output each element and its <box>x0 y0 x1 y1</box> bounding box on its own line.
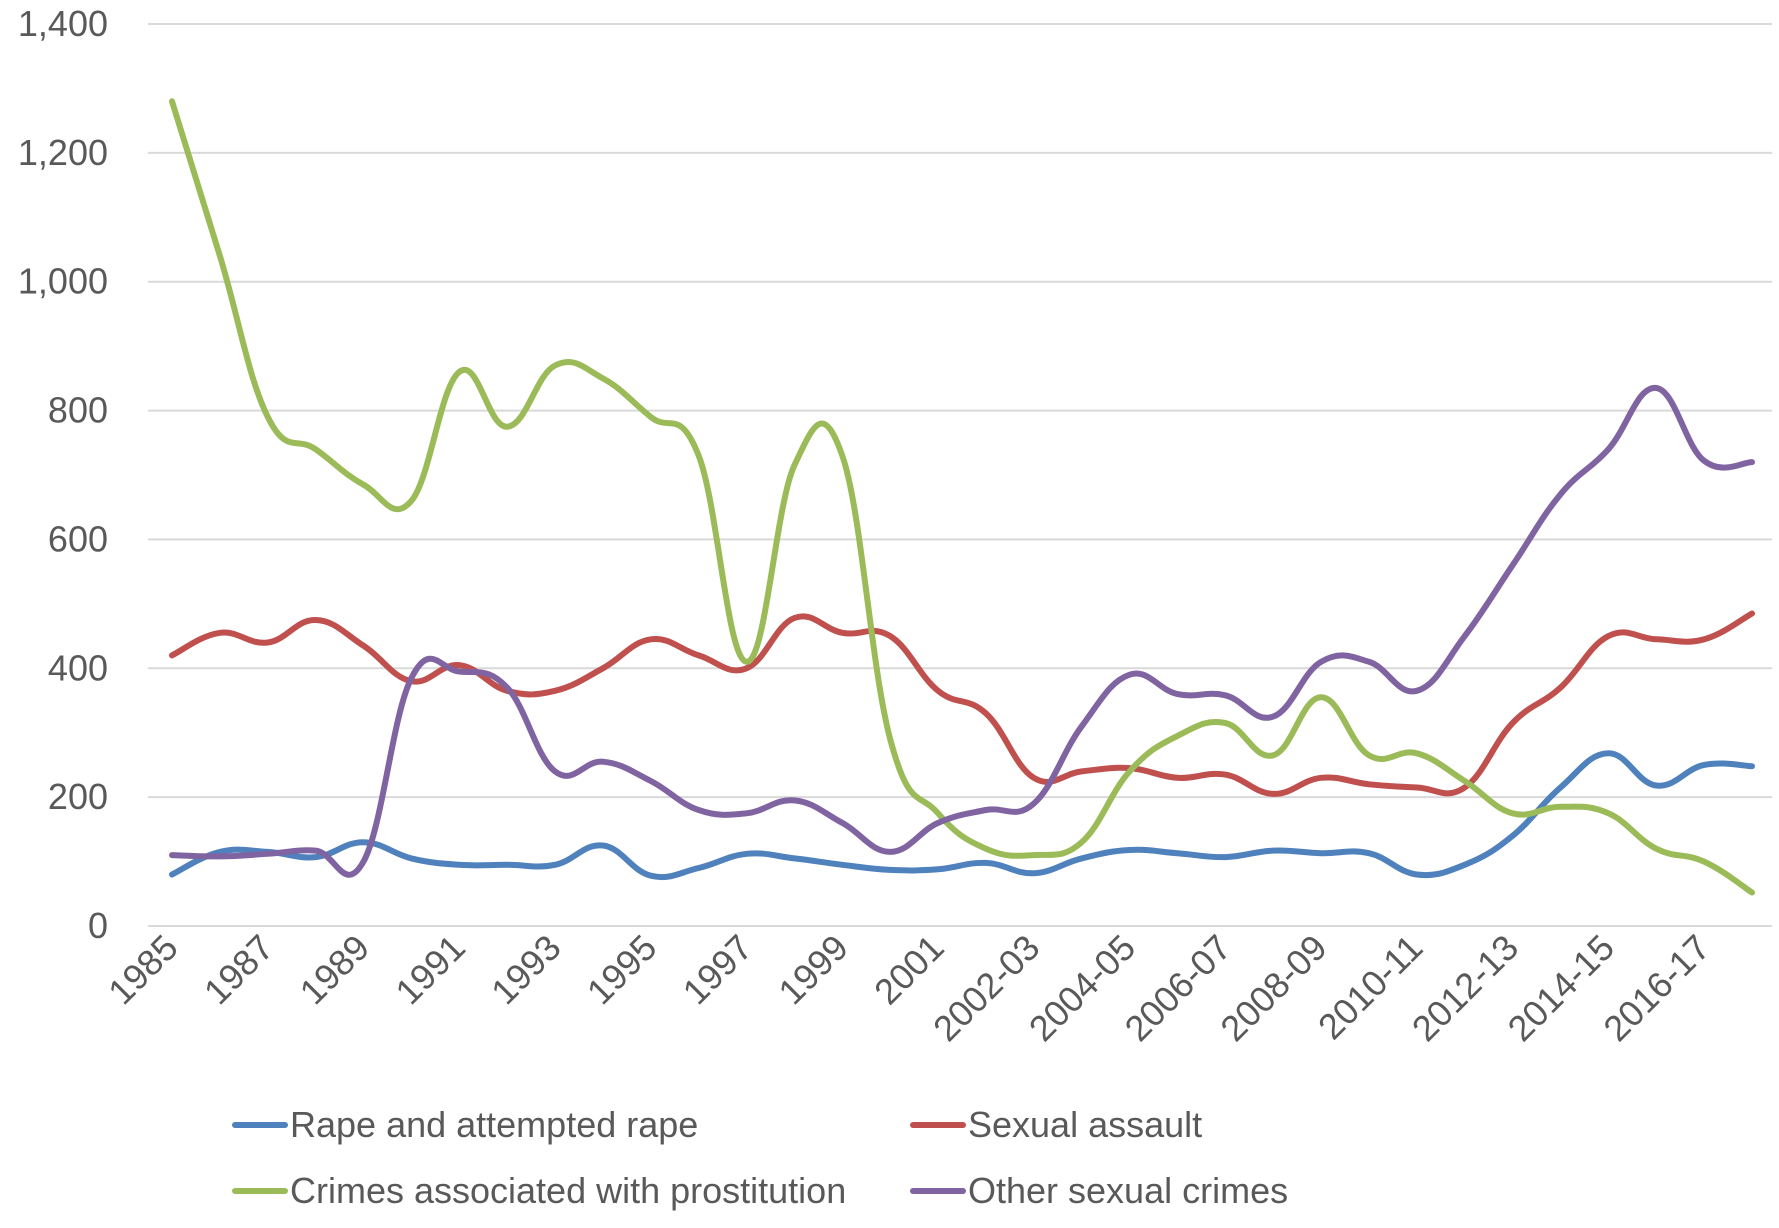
x-tick-label: 2014-15 <box>1500 927 1622 1049</box>
legend-label-rape: Rape and attempted rape <box>290 1104 699 1145</box>
x-tick-label: 2016-17 <box>1595 927 1717 1049</box>
x-tick-label: 2012-13 <box>1404 927 1526 1049</box>
y-tick-label: 0 <box>88 905 108 946</box>
y-tick-label: 800 <box>48 390 108 431</box>
x-tick-label: 2004-05 <box>1021 927 1143 1049</box>
x-tick-label: 2002-03 <box>925 927 1047 1049</box>
legend-swatch-other-sexual-crimes <box>910 1188 966 1194</box>
y-tick-label: 200 <box>48 776 108 817</box>
legend-swatch-prostitution <box>232 1188 288 1194</box>
y-tick-label: 600 <box>48 518 108 559</box>
x-tick-label: 1999 <box>770 927 856 1013</box>
y-tick-label: 400 <box>48 647 108 688</box>
x-tick-label: 1991 <box>387 927 473 1013</box>
gridlines <box>148 23 1772 927</box>
x-tick-label: 1993 <box>483 927 569 1013</box>
x-tick-label: 2006-07 <box>1117 927 1239 1049</box>
y-tick-label: 1,000 <box>18 261 108 302</box>
legend-item-other-sexual-crimes: Other sexual crimes <box>910 1169 1288 1213</box>
series-lines <box>169 98 1755 896</box>
legend-item-sexual-assault: Sexual assault <box>910 1103 1202 1147</box>
series-line-0 <box>169 750 1755 881</box>
series-line-1 <box>169 610 1755 797</box>
y-axis-tick-labels: 0 200 400 600 800 1,000 1,200 1,400 <box>18 3 108 946</box>
legend-swatch-rape <box>232 1122 288 1128</box>
legend-item-rape: Rape and attempted rape <box>232 1103 698 1147</box>
legend: Rape and attempted rape Sexual assault C… <box>0 1095 1779 1228</box>
x-tick-label: 1997 <box>675 927 761 1013</box>
x-tick-label: 1985 <box>100 927 186 1013</box>
series-line-3 <box>169 385 1755 878</box>
legend-label-prostitution: Crimes associated with prostitution <box>290 1170 847 1211</box>
y-tick-label: 1,200 <box>18 132 108 173</box>
legend-swatch-sexual-assault <box>910 1122 966 1128</box>
x-tick-label: 1989 <box>292 927 378 1013</box>
x-axis-tick-labels: 1985 1987 1989 1991 1993 1995 1997 1999 20012002… <box>100 927 1718 1049</box>
x-tick-label: 2008-09 <box>1212 927 1334 1049</box>
legend-label-other-sexual-crimes: Other sexual crimes <box>968 1170 1289 1211</box>
line-chart: 0 200 400 600 800 1,000 1,200 1,400 1985 1987 198… <box>18 3 1772 1049</box>
series-line-2 <box>169 98 1755 896</box>
x-tick-label: 1987 <box>196 927 282 1013</box>
x-tick-label: 1995 <box>579 927 665 1013</box>
legend-label-sexual-assault: Sexual assault <box>968 1104 1203 1145</box>
legend-item-prostitution: Crimes associated with prostitution <box>232 1169 846 1213</box>
y-tick-label: 1,400 <box>18 3 108 44</box>
x-tick-label: 2001 <box>866 927 952 1013</box>
